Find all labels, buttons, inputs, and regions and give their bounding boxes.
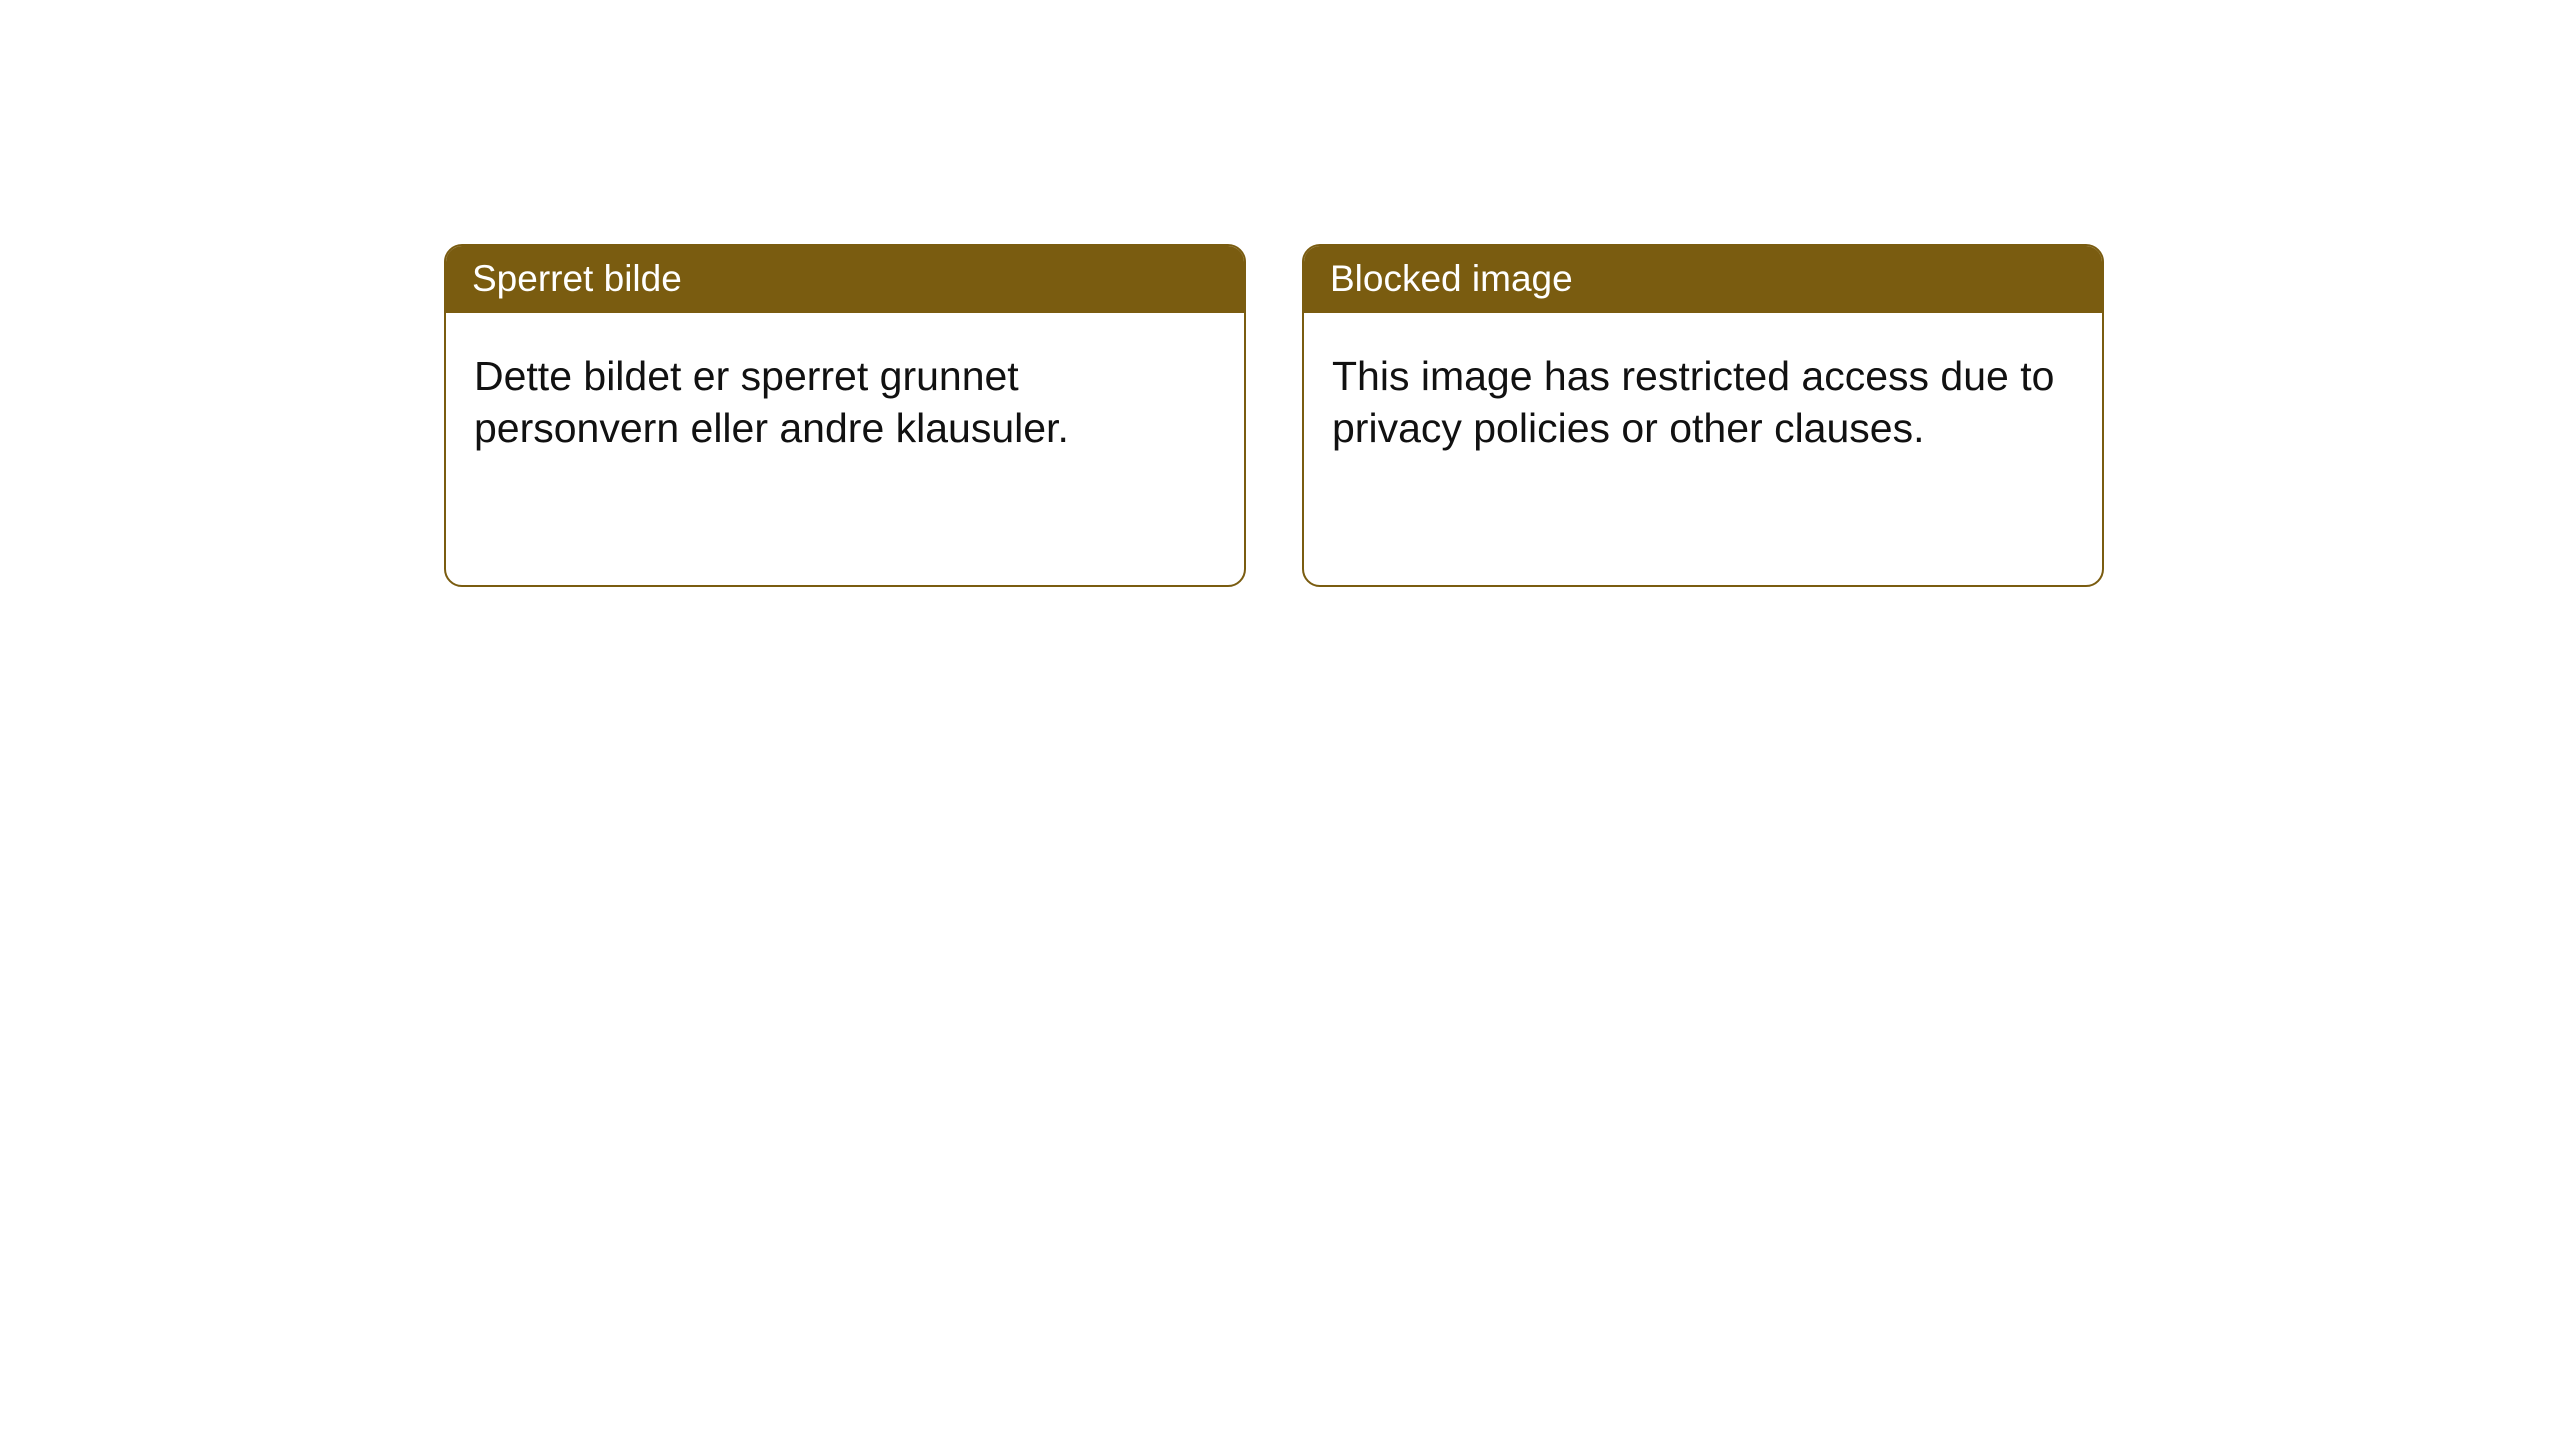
notice-box-english: Blocked image This image has restricted … [1302,244,2104,587]
notice-header: Sperret bilde [446,246,1244,313]
notice-container: Sperret bilde Dette bildet er sperret gr… [0,0,2560,587]
notice-body: This image has restricted access due to … [1304,313,2102,585]
notice-box-norwegian: Sperret bilde Dette bildet er sperret gr… [444,244,1246,587]
notice-header: Blocked image [1304,246,2102,313]
notice-body: Dette bildet er sperret grunnet personve… [446,313,1244,585]
